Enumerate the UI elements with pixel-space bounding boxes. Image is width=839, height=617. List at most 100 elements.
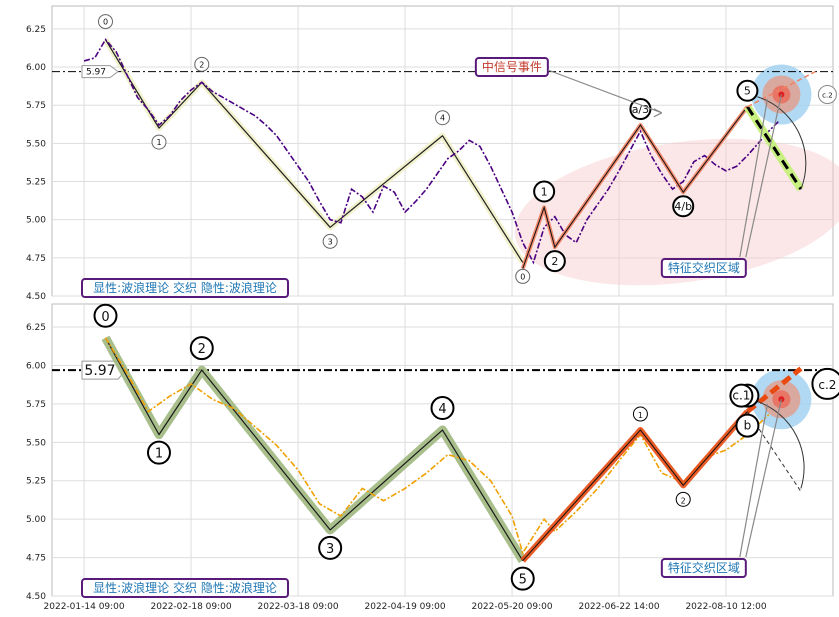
reference-label: 5.97 bbox=[86, 68, 106, 78]
x-tick-label: 2022-01-14 09:00 bbox=[44, 602, 125, 612]
subsequent-wave-marker bbox=[736, 79, 759, 102]
subsequent-wave-label: 4/b bbox=[674, 200, 692, 213]
plot-area bbox=[51, 303, 834, 597]
zone-arrow-1 bbox=[739, 403, 769, 558]
signal-arrow bbox=[547, 69, 663, 118]
subsequent-wave-label: 5 bbox=[744, 85, 751, 98]
wave-label: 1 bbox=[155, 447, 163, 462]
subsequent-wave-marker bbox=[735, 413, 760, 438]
x-axis: 2022-01-14 09:00 2022-02-18 09:00 2022-03-… bbox=[44, 602, 767, 612]
signal-annotation-box bbox=[474, 57, 549, 77]
y-tick-label: 5.00 bbox=[26, 515, 46, 525]
y-tick-label: 5.25 bbox=[26, 178, 46, 188]
top-chart-panel: 6.25 6.00 5.75 5.50 5.25 5.00 4.75 4.50 5.97 0 1 2 3… bbox=[26, 5, 839, 302]
y-tick-label: 4.50 bbox=[26, 592, 46, 602]
wave-label-marker bbox=[97, 14, 113, 30]
y-tick-label: 4.50 bbox=[26, 292, 46, 302]
subsequent-wave-label: c.1 bbox=[732, 389, 750, 403]
wave-line bbox=[104, 337, 524, 561]
y-tick-label: 6.00 bbox=[26, 361, 46, 371]
wave-label-marker bbox=[151, 134, 167, 150]
wave-label: 4 bbox=[440, 114, 445, 123]
wave-label: 4 bbox=[438, 402, 446, 417]
wave-label: 3 bbox=[328, 237, 333, 246]
zone-annotation-box bbox=[660, 558, 747, 578]
y-tick-label: 6.25 bbox=[26, 25, 46, 35]
wave-label: 3 bbox=[326, 542, 334, 557]
y-tick-label: 5.50 bbox=[26, 139, 46, 149]
projection-line bbox=[746, 105, 803, 190]
y-tick-label: 6.00 bbox=[26, 63, 46, 73]
x-tick-label: 2022-08-10 12:00 bbox=[685, 602, 766, 612]
x-tick-label: 2022-03-18 09:00 bbox=[258, 602, 339, 612]
subsequent-wave-line bbox=[522, 411, 748, 561]
wave-line bbox=[104, 39, 524, 263]
zone-arrow-2 bbox=[745, 399, 782, 558]
wave-label: 1 bbox=[156, 138, 161, 147]
subsequent-wave-label: 1 bbox=[638, 411, 643, 420]
wave-label-marker bbox=[93, 303, 118, 328]
wave-label-marker bbox=[146, 440, 171, 465]
subsequent-wave-label: 1 bbox=[541, 185, 548, 198]
projection-line bbox=[745, 366, 803, 414]
x-tick-label: 2022-02-18 09:00 bbox=[151, 602, 232, 612]
subsequent-wave-marker bbox=[533, 180, 556, 203]
y-tick-label: 5.00 bbox=[26, 216, 46, 226]
x-tick-label: 2022-04-19 09:00 bbox=[365, 602, 446, 612]
price-series-line bbox=[104, 337, 770, 555]
subsequent-wave-marker bbox=[672, 195, 695, 218]
zone-annotation: 特征交织区域 bbox=[668, 560, 740, 575]
y-tick-label: 5.25 bbox=[26, 477, 46, 487]
wave-label-marker bbox=[515, 268, 531, 284]
zone-arrow-1 bbox=[739, 99, 769, 258]
projection-arc bbox=[757, 401, 805, 489]
wave-label: 0 bbox=[101, 310, 109, 325]
x-tick-label: 2022-06-22 14:00 bbox=[578, 602, 659, 612]
wave-label-marker bbox=[435, 110, 450, 126]
zone-arrow-2 bbox=[745, 94, 782, 258]
legend-box bbox=[81, 278, 289, 298]
price-series-line bbox=[83, 38, 781, 265]
target-marker bbox=[817, 85, 837, 105]
legend-text: 显性:波浪理论 交织 隐性:波浪理论 bbox=[93, 280, 277, 295]
y-tick-label: 5.75 bbox=[26, 400, 46, 410]
wave-label: 5 bbox=[519, 573, 527, 588]
zone-annotation: 特征交织区域 bbox=[668, 260, 740, 275]
wave-label: 2 bbox=[199, 60, 204, 69]
zone-annotation-box bbox=[660, 258, 747, 278]
wave-label-marker bbox=[318, 535, 343, 560]
bottom-chart-panel: 6.25 6.00 5.75 5.50 5.25 5.00 4.75 4.50 5.97 0 1 2 3… bbox=[26, 303, 839, 602]
subsequent-wave-label: 2 bbox=[551, 255, 558, 268]
plot-area bbox=[51, 5, 834, 297]
legend-box bbox=[81, 578, 289, 598]
target-label: c.2 bbox=[818, 378, 836, 392]
wave-label: 0 bbox=[103, 18, 108, 27]
projection-arc bbox=[757, 96, 807, 190]
y-tick-label: 4.75 bbox=[26, 554, 46, 564]
target-marker bbox=[811, 367, 839, 400]
signal-annotation: 中信号事件 bbox=[482, 59, 542, 74]
wave-label: 0 bbox=[520, 272, 525, 281]
x-tick-label: 2022-05-20 09:00 bbox=[471, 602, 552, 612]
y-tick-label: 4.75 bbox=[26, 254, 46, 264]
subsequent-wave-label: 2 bbox=[681, 496, 686, 505]
y-tick-label: 6.25 bbox=[26, 323, 46, 333]
wave-label: 2 bbox=[198, 342, 206, 357]
subsequent-wave-line bbox=[522, 106, 748, 269]
y-tick-label: 5.75 bbox=[26, 101, 46, 111]
reference-label-box bbox=[81, 65, 119, 79]
subsequent-wave-marker bbox=[729, 383, 754, 408]
subsequent-wave-marker bbox=[675, 491, 691, 507]
subsequent-wave-label: b bbox=[744, 419, 752, 433]
reference-label: 5.97 bbox=[84, 363, 115, 379]
wave-label-marker bbox=[189, 336, 214, 361]
wave-label-marker bbox=[322, 233, 338, 249]
legend-text: 显性:波浪理论 交织 隐性:波浪理论 bbox=[93, 580, 277, 595]
projection-alt-line bbox=[747, 70, 816, 108]
subsequent-wave-marker bbox=[543, 250, 566, 273]
wave-label-marker bbox=[510, 566, 535, 591]
subsequent-wave-marker bbox=[632, 406, 648, 422]
y-tick-label: 5.50 bbox=[26, 438, 46, 448]
wave-label-marker bbox=[430, 396, 455, 421]
